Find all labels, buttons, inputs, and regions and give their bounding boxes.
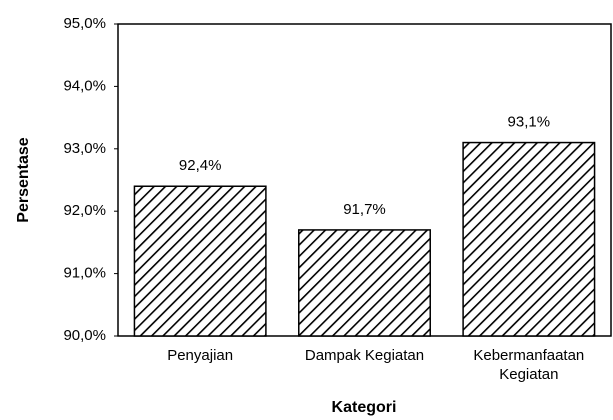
value-label: 92,4%: [179, 157, 222, 174]
bar: [133, 185, 267, 337]
y-tick-label: 95,0%: [63, 15, 106, 32]
y-tick-label: 90,0%: [63, 327, 106, 344]
x-axis-label: Kategori: [332, 399, 397, 416]
x-tick-label: Penyajian: [167, 347, 234, 364]
value-label: 91,7%: [343, 201, 386, 218]
bar: [298, 229, 431, 337]
x-tick-label: Dampak Kegiatan: [304, 347, 425, 364]
y-tick-label: 91,0%: [63, 265, 106, 282]
value-label: 93,1%: [508, 114, 551, 131]
y-tick-label: 94,0%: [63, 77, 106, 94]
y-tick-label: 93,0%: [63, 140, 106, 157]
bar: [462, 141, 596, 337]
x-tick-label: Kebermanfaatan Kegiatan: [473, 347, 585, 383]
y-tick-label: 92,0%: [63, 202, 106, 219]
y-axis-label: Persentase: [15, 137, 32, 222]
